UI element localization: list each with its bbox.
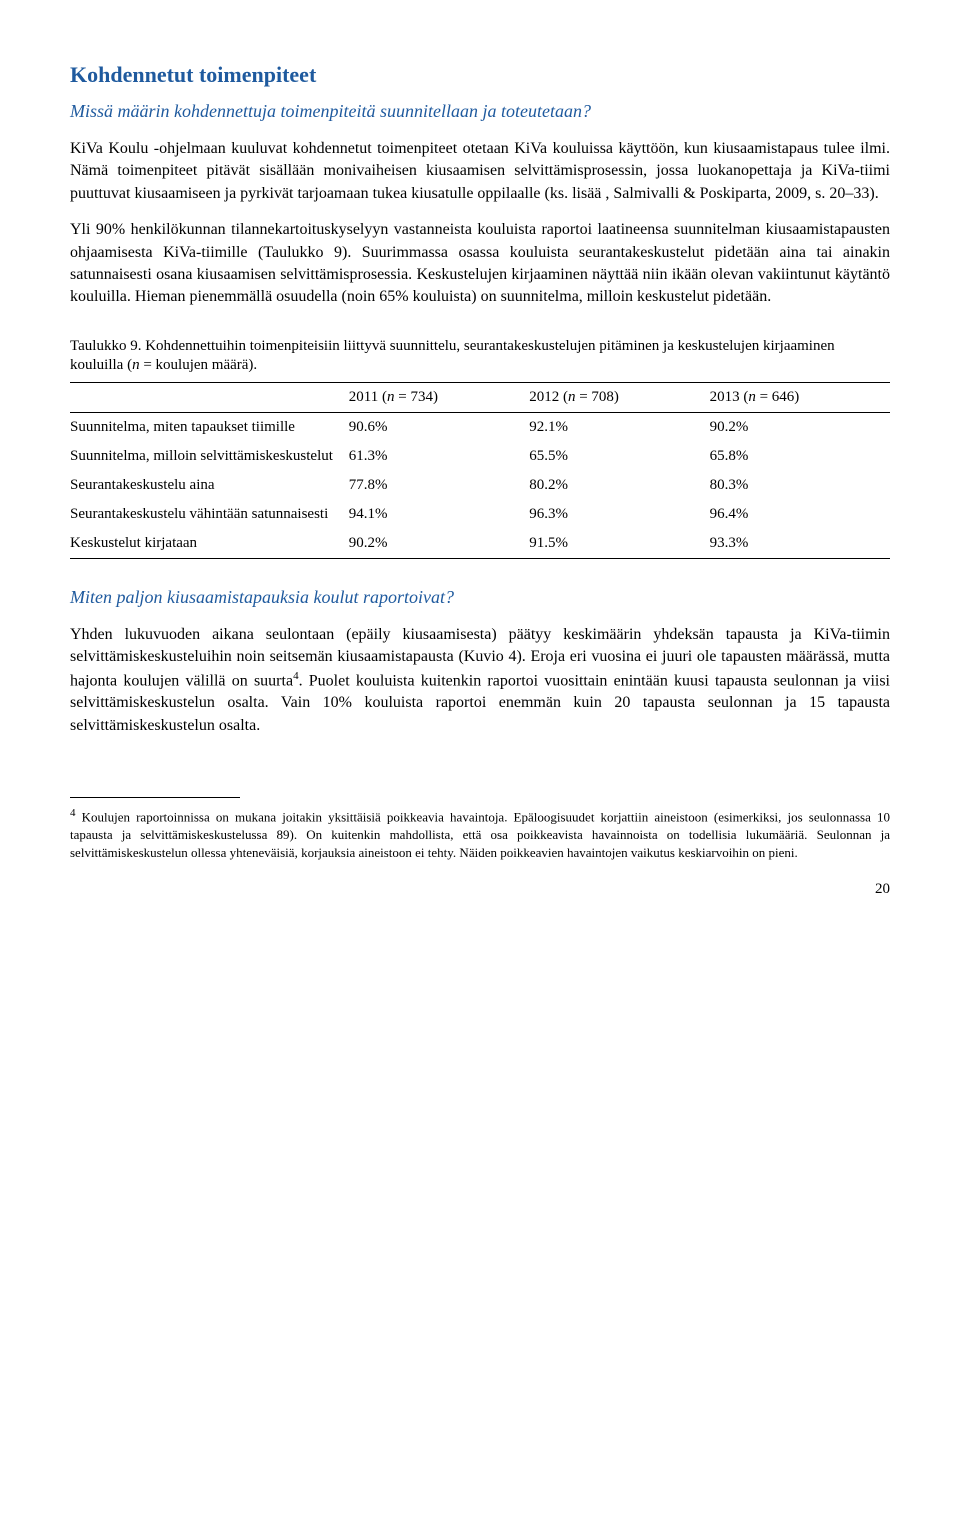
row-value-2012: 91.5% [529, 529, 709, 559]
row-value-2011: 90.6% [349, 412, 529, 442]
table-row: Suunnitelma, miten tapaukset tiimille 90… [70, 412, 890, 442]
footnote-body: Koulujen raportoinnissa on mukana joitak… [70, 810, 890, 860]
paragraph-1: KiVa Koulu -ohjelmaan kuuluvat kohdennet… [70, 138, 890, 205]
header-y1-post: = 734) [395, 389, 438, 405]
header-y2-post: = 708) [575, 389, 618, 405]
footnote-text: 4 Koulujen raportoinnissa on mukana joit… [70, 806, 890, 861]
row-value-2013: 96.4% [710, 500, 890, 529]
row-value-2013: 93.3% [710, 529, 890, 559]
row-value-2013: 90.2% [710, 412, 890, 442]
table-caption: Taulukko 9. Kohdennettuihin toimenpiteis… [70, 337, 890, 376]
table-header-blank [70, 382, 349, 412]
table-row: Suunnitelma, milloin selvittämiskeskuste… [70, 442, 890, 471]
caption-text-suffix: = koulujen määrä). [140, 357, 258, 373]
table-header-2011: 2011 (n = 734) [349, 382, 529, 412]
header-y3-pre: 2013 ( [710, 389, 749, 405]
header-y2-pre: 2012 ( [529, 389, 568, 405]
section-heading: Kohdennetut toimenpiteet [70, 60, 890, 91]
row-value-2011: 94.1% [349, 500, 529, 529]
header-y1-n: n [387, 389, 395, 405]
row-value-2012: 65.5% [529, 442, 709, 471]
footnote-separator [70, 797, 240, 798]
row-value-2011: 77.8% [349, 471, 529, 500]
paragraph-2: Yli 90% henkilökunnan tilannekartoitusky… [70, 219, 890, 309]
data-table: 2011 (n = 734) 2012 (n = 708) 2013 (n = … [70, 382, 890, 559]
row-label: Suunnitelma, miten tapaukset tiimille [70, 412, 349, 442]
paragraph-3: Yhden lukuvuoden aikana seulontaan (epäi… [70, 624, 890, 737]
caption-n-symbol: n [132, 357, 140, 373]
table-row: Seurantakeskustelu vähintään satunnaises… [70, 500, 890, 529]
section-subheading-2: Miten paljon kiusaamistapauksia koulut r… [70, 585, 890, 610]
table-header-2013: 2013 (n = 646) [710, 382, 890, 412]
page-number: 20 [70, 879, 890, 900]
table-header-row: 2011 (n = 734) 2012 (n = 708) 2013 (n = … [70, 382, 890, 412]
table-row: Seurantakeskustelu aina 77.8% 80.2% 80.3… [70, 471, 890, 500]
header-y1-pre: 2011 ( [349, 389, 387, 405]
row-value-2011: 90.2% [349, 529, 529, 559]
section-subheading: Missä määrin kohdennettuja toimenpiteitä… [70, 99, 890, 124]
row-value-2012: 96.3% [529, 500, 709, 529]
row-value-2012: 80.2% [529, 471, 709, 500]
row-label: Seurantakeskustelu aina [70, 471, 349, 500]
row-value-2012: 92.1% [529, 412, 709, 442]
row-value-2013: 65.8% [710, 442, 890, 471]
table-row: Keskustelut kirjataan 90.2% 91.5% 93.3% [70, 529, 890, 559]
table-header-2012: 2012 (n = 708) [529, 382, 709, 412]
header-y3-n: n [748, 389, 756, 405]
row-label: Suunnitelma, milloin selvittämiskeskuste… [70, 442, 349, 471]
header-y3-post: = 646) [756, 389, 799, 405]
row-value-2011: 61.3% [349, 442, 529, 471]
row-label: Seurantakeskustelu vähintään satunnaises… [70, 500, 349, 529]
row-label: Keskustelut kirjataan [70, 529, 349, 559]
row-value-2013: 80.3% [710, 471, 890, 500]
